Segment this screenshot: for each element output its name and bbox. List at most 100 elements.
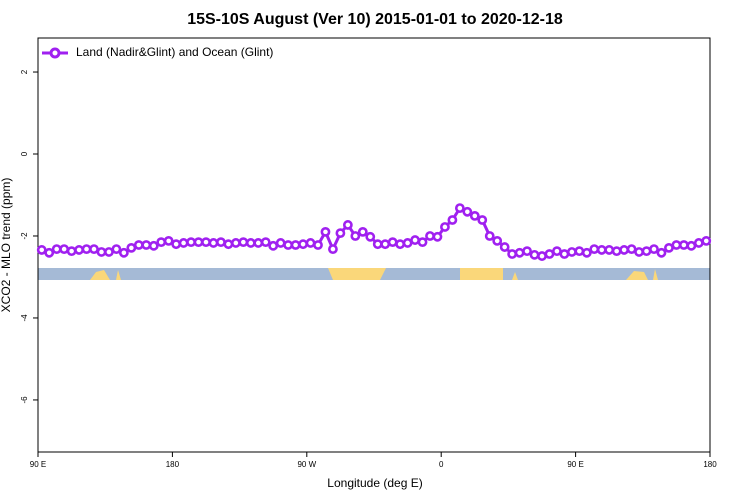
- data-point: [178, 238, 189, 248]
- data-point: [552, 246, 562, 257]
- data-point: [686, 240, 697, 251]
- data-point: [111, 244, 122, 254]
- data-point: [387, 237, 398, 248]
- data-point: [305, 238, 316, 248]
- data-point: [230, 238, 241, 248]
- data-point: [51, 244, 62, 254]
- data-point: [350, 231, 361, 241]
- legend-marker: [49, 47, 61, 59]
- data-point: [141, 240, 152, 250]
- data-point: [664, 242, 674, 253]
- data-point: [365, 231, 376, 242]
- land-band: [626, 271, 648, 280]
- data-point: [372, 239, 383, 250]
- data-point: [678, 240, 689, 250]
- data-point: [238, 237, 249, 248]
- data-point: [81, 244, 92, 254]
- data-point: [402, 238, 413, 248]
- data-point: [335, 228, 346, 239]
- data-point: [298, 239, 308, 250]
- data-point: [186, 237, 196, 248]
- land-ocean-strip: [38, 268, 710, 280]
- data-point: [596, 245, 607, 255]
- data-point: [96, 247, 107, 257]
- data-point: [619, 245, 630, 255]
- data-point: [357, 226, 368, 237]
- x-tick-label: 90 W: [297, 460, 316, 469]
- data-point: [537, 251, 547, 261]
- data-point: [163, 236, 174, 246]
- data-point: [201, 237, 211, 248]
- land-band: [460, 268, 503, 280]
- data-point: [171, 239, 182, 250]
- x-tick-label: 180: [166, 460, 180, 469]
- data-point: [701, 236, 712, 246]
- y-tick-label: 2: [20, 69, 29, 74]
- data-point: [566, 247, 577, 257]
- x-tick-label: 0: [439, 460, 444, 469]
- data-point: [522, 246, 532, 257]
- data-point: [380, 239, 391, 250]
- land-band: [328, 268, 386, 280]
- data-point: [74, 245, 84, 255]
- data-point: [447, 215, 458, 225]
- data-point: [559, 249, 570, 259]
- data-point: [342, 220, 353, 230]
- data-point: [425, 231, 435, 241]
- data-point: [469, 210, 480, 221]
- data-point: [193, 237, 204, 248]
- data-point: [44, 247, 55, 258]
- data-point: [574, 246, 585, 257]
- x-tick-label: 90 E: [567, 460, 583, 469]
- x-tick-label: 180: [703, 460, 717, 469]
- data-point: [148, 240, 159, 251]
- x-tick-label: 90 E: [30, 460, 46, 469]
- chart-title: 15S-10S August (Ver 10) 2015-01-01 to 20…: [187, 11, 563, 28]
- data-point: [208, 238, 219, 248]
- legend: Land (Nadir&Glint) and Ocean (Glint): [42, 45, 273, 59]
- data-point: [275, 238, 286, 248]
- data-point: [581, 247, 592, 258]
- data-point: [104, 247, 114, 257]
- data-point: [477, 215, 488, 225]
- data-point: [133, 240, 144, 250]
- data-point: [313, 240, 323, 250]
- data-point: [268, 240, 279, 251]
- data-point: [492, 236, 503, 246]
- data-point: [432, 231, 443, 242]
- data-point: [589, 244, 600, 254]
- data-point: [156, 237, 167, 248]
- data-point: [216, 237, 226, 248]
- data-point: [656, 247, 667, 258]
- data-point: [693, 238, 704, 248]
- data-point: [626, 244, 637, 254]
- data-point: [484, 231, 495, 241]
- data-point: [59, 244, 70, 254]
- data-point: [223, 239, 234, 250]
- data-point: [395, 239, 406, 250]
- data-point: [126, 242, 137, 253]
- y-tick-label: -4: [20, 314, 29, 322]
- land-band: [116, 270, 121, 280]
- data-point: [260, 237, 271, 248]
- data-point: [649, 244, 659, 254]
- y-tick-label: -6: [20, 396, 29, 404]
- y-tick-label: -2: [20, 232, 29, 240]
- data-point: [290, 240, 301, 250]
- data-point: [283, 240, 294, 250]
- data-point: [507, 249, 518, 259]
- data-point: [641, 246, 652, 257]
- data-point: [89, 244, 99, 254]
- data-point: [529, 249, 540, 260]
- data-point: [320, 226, 331, 237]
- data-point: [245, 238, 256, 248]
- data-point: [417, 237, 428, 248]
- data-point: [514, 247, 525, 258]
- legend-label: Land (Nadir&Glint) and Ocean (Glint): [76, 45, 273, 59]
- x-axis-label: Longitude (deg E): [327, 476, 422, 490]
- y-axis-label: XCO2 - MLO trend (ppm): [0, 178, 13, 313]
- land-band: [90, 270, 110, 280]
- data-point: [440, 222, 450, 232]
